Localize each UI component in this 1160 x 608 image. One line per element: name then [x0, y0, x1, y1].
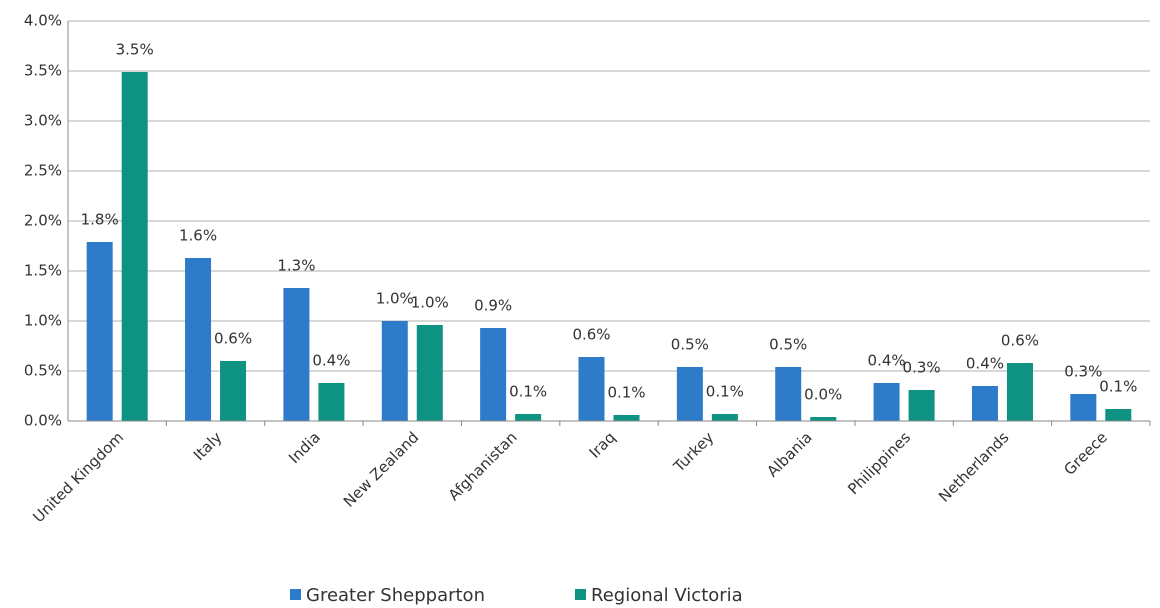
y-tick-label: 2.0%: [24, 212, 62, 230]
bar: [578, 357, 605, 421]
x-tick-label: New Zealand: [340, 428, 422, 510]
bar: [873, 383, 900, 421]
bar: [908, 390, 935, 421]
x-tick-label: India: [285, 428, 324, 467]
bar: [1105, 409, 1132, 421]
bar: [515, 414, 542, 421]
x-tick-label: Greece: [1060, 428, 1110, 478]
bar: [318, 383, 345, 421]
bar: [381, 321, 408, 421]
data-label: 0.1%: [509, 383, 547, 401]
data-label: 0.6%: [214, 330, 252, 348]
y-tick-label: 3.0%: [24, 112, 62, 130]
x-tick-label: United Kingdom: [29, 428, 127, 526]
bar: [185, 258, 212, 421]
data-label: 0.4%: [868, 352, 906, 370]
data-label: 1.6%: [179, 227, 217, 245]
data-label: 0.1%: [706, 383, 744, 401]
y-tick-label: 2.5%: [24, 162, 62, 180]
bar: [1006, 363, 1033, 421]
bar: [480, 328, 507, 421]
bar: [971, 386, 998, 421]
data-label: 0.3%: [1064, 363, 1102, 381]
data-label: 0.6%: [1001, 332, 1039, 350]
x-tick-label: Albania: [763, 428, 815, 480]
bar: [810, 417, 837, 421]
y-tick-label: 3.5%: [24, 62, 62, 80]
data-label: 0.9%: [474, 297, 512, 315]
data-label: 0.5%: [769, 336, 807, 354]
data-label: 1.0%: [411, 294, 449, 312]
data-label: 1.8%: [81, 211, 119, 229]
data-label: 0.4%: [966, 355, 1004, 373]
x-tick-label: Philippines: [844, 428, 914, 498]
y-tick-label: 1.5%: [24, 262, 62, 280]
y-tick-label: 4.0%: [24, 12, 62, 30]
bar: [220, 361, 247, 421]
bar: [283, 288, 310, 421]
data-label: 0.4%: [312, 352, 350, 370]
bar: [711, 414, 738, 421]
data-label: 0.1%: [607, 384, 645, 402]
data-label: 0.6%: [572, 326, 610, 344]
data-label: 0.3%: [903, 359, 941, 377]
legend-label: Regional Victoria: [591, 585, 743, 606]
x-tick-label: Iraq: [586, 428, 619, 461]
data-label: 1.3%: [277, 257, 315, 275]
bar: [613, 415, 640, 421]
legend-label: Greater Shepparton: [306, 585, 485, 606]
bar: [1070, 394, 1097, 421]
data-label: 0.0%: [804, 386, 842, 404]
bar: [775, 367, 802, 421]
data-label: 1.0%: [376, 290, 414, 308]
legend-swatch: [575, 589, 586, 600]
bar: [86, 242, 113, 421]
data-label: 0.1%: [1099, 378, 1137, 396]
data-label: 0.5%: [671, 336, 709, 354]
y-tick-label: 1.0%: [24, 312, 62, 330]
x-tick-label: Turkey: [669, 428, 717, 476]
x-tick-label: Netherlands: [935, 428, 1013, 506]
data-label: 3.5%: [116, 41, 154, 59]
x-tick-label: Afghanistan: [445, 428, 521, 504]
bar: [676, 367, 703, 421]
y-tick-label: 0.0%: [24, 412, 62, 430]
legend-swatch: [290, 589, 301, 600]
x-tick-label: Italy: [190, 428, 226, 464]
y-tick-label: 0.5%: [24, 362, 62, 380]
bar: [416, 325, 443, 421]
bar: [121, 72, 148, 421]
